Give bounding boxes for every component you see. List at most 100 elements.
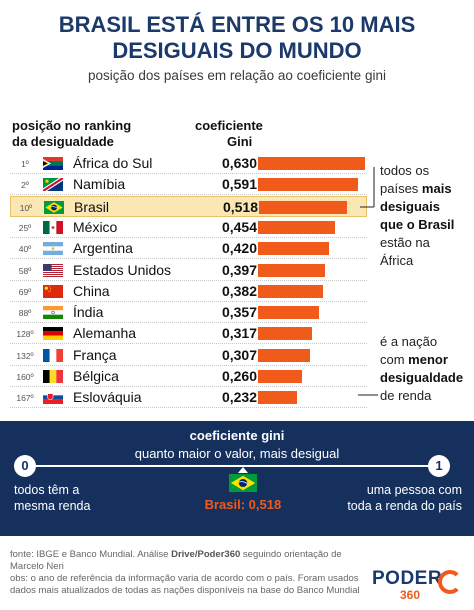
scale-brazil-flag-icon — [228, 474, 257, 492]
logo-ring-icon — [438, 570, 462, 594]
scale-marker-triangle — [237, 467, 248, 473]
rank-label: 58º — [18, 265, 32, 276]
annotation-slovakia-bold: menor — [408, 352, 448, 367]
annotation-africa-bold-3: que o Brasil — [380, 217, 455, 232]
annotation-slovakia: é a nação com menor desigualdade de rend… — [380, 333, 472, 405]
annotation-africa-line-1: todos os — [380, 163, 430, 178]
country-name: Alemanha — [73, 325, 137, 342]
poder360-logo: PODER 360 — [372, 568, 462, 604]
annotation-slovakia-line-1: é a nação — [380, 334, 438, 349]
country-name: Eslováquia — [73, 389, 142, 406]
rank-label: 128º — [16, 329, 34, 340]
country-name: Brasil — [74, 198, 110, 215]
country-name: França — [73, 346, 117, 363]
rank-label: 25º — [18, 222, 32, 233]
gini-value-label: 0,591 — [221, 176, 257, 193]
country-name: México — [73, 218, 118, 235]
scale-min-line-1: todos têm a — [14, 483, 80, 497]
table-row: 2º Namíbia 0,591 — [10, 174, 367, 196]
gini-bar — [258, 263, 326, 277]
gini-value-label: 0,260 — [221, 368, 257, 384]
gini-bar — [258, 178, 359, 192]
table-row: 10º Brasil 0,518 — [10, 195, 367, 217]
gini-value-label: 0,518 — [222, 198, 258, 215]
footer-text-1a: fonte: IBGE e Banco Mundial. Análise — [10, 549, 172, 560]
annotation-africa-line-4: que o Brasil — [380, 216, 472, 234]
header-gini: coeficiente Gini — [195, 118, 275, 150]
country-name: Namíbia — [73, 176, 126, 193]
gini-bar — [258, 242, 330, 256]
logo-word: PODER — [372, 568, 443, 589]
rank-label: 88º — [18, 308, 32, 319]
table-row: 58º Estados Unidos 0,397 — [10, 260, 367, 281]
annotation-africa-bracket — [360, 167, 375, 208]
annotation-slovakia-line-4: de renda — [380, 388, 432, 403]
table-row: 167º Eslováquia 0,232 — [10, 387, 367, 409]
country-name: Argentina — [73, 240, 133, 257]
country-name: China — [73, 282, 110, 299]
scale-min-line-2: mesma renda — [14, 499, 91, 513]
annotation-slovakia-bold-2: desigualdade — [380, 370, 464, 385]
chart-title-line-1: BRASIL ESTÁ ENTRE OS 10 MAIS — [58, 12, 416, 37]
footer-source: fonte: IBGE e Banco Mundial. Análise Dri… — [10, 549, 370, 597]
table-row: 128º Alemanha 0,317 — [10, 323, 367, 345]
country-name: Bélgica — [73, 368, 119, 384]
annotation-slovakia-line-2: com menor — [380, 351, 472, 369]
table-row: 25º México 0,454 — [10, 217, 367, 238]
usa-flag-icon — [43, 263, 63, 277]
gini-value-label: 0,420 — [221, 240, 257, 257]
china-flag-icon — [43, 284, 63, 298]
gini-bar — [258, 327, 312, 341]
rank-label: 1º — [21, 159, 29, 169]
brazil-flag-icon — [44, 200, 64, 214]
india-flag-icon — [43, 306, 63, 320]
gini-bar — [258, 391, 298, 405]
chart-title-line-2: DESIGUAIS DO MUNDO — [112, 38, 362, 63]
scale-axis-line — [33, 465, 439, 467]
gini-value-label: 0,397 — [221, 261, 257, 278]
annotation-slovakia-pointer — [358, 394, 378, 396]
germany-flag-icon — [43, 327, 63, 341]
rank-label: 10º — [19, 202, 33, 213]
gini-value-label: 0,630 — [221, 155, 257, 171]
gini-value-label: 0,454 — [221, 218, 257, 235]
scale-min-description: todos têm a mesma renda — [14, 482, 90, 514]
scale-min-circle: 0 — [14, 455, 36, 477]
rank-label: 132º — [16, 350, 34, 361]
header-rank: posição no ranking da desigualdade — [12, 118, 131, 150]
namibia-flag-icon — [43, 178, 63, 192]
header-gini-line-2: Gini — [227, 134, 253, 149]
table-row: 160º Bélgica 0,260 — [10, 366, 367, 387]
gini-bar — [258, 370, 303, 383]
annotation-africa: todos os países mais desiguais que o Bra… — [380, 162, 472, 270]
rank-label: 160º — [16, 372, 34, 382]
footer-text-1c: seguindo orientação de Marcelo Neri — [10, 549, 342, 572]
table-row: 132º França 0,307 — [10, 345, 367, 366]
chart-subtitle: posição dos países em relação ao coefici… — [88, 68, 386, 83]
gini-value-label: 0,357 — [221, 304, 257, 321]
footer-line-2: obs: o ano de referência da informação v… — [10, 573, 359, 584]
header-rank-line-2: da desigualdade — [12, 134, 114, 149]
header-rank-line-1: posição no ranking — [12, 118, 132, 133]
table-row: 88º Índia 0,357 — [10, 302, 367, 324]
table-row: 1º África do Sul 0,630 — [10, 153, 367, 174]
annotation-africa-text: países — [380, 181, 422, 196]
annotation-africa-line-2: países mais — [380, 180, 472, 198]
rank-label: 69º — [18, 286, 32, 297]
scale-marker-label: Brasil: 0,518 — [204, 497, 282, 512]
scale-title: coeficiente gini — [189, 428, 285, 443]
gini-bar — [258, 284, 323, 298]
france-flag-icon — [43, 348, 63, 362]
country-name: Estados Unidos — [73, 261, 172, 278]
gini-bar — [259, 200, 347, 214]
footer-text-1b: Drive/Poder360 — [171, 549, 241, 560]
argentina-flag-icon — [43, 242, 63, 256]
gini-bar — [258, 157, 365, 170]
rank-label: 167º — [16, 393, 34, 404]
scale-max-description: uma pessoa com toda a renda do país — [347, 482, 462, 514]
gini-bar — [258, 348, 311, 362]
gini-value-label: 0,307 — [221, 346, 257, 363]
annotation-africa-bold: mais — [421, 181, 452, 196]
gini-value-label: 0,317 — [221, 325, 257, 342]
annotation-africa-line-3: desiguais — [380, 198, 472, 216]
